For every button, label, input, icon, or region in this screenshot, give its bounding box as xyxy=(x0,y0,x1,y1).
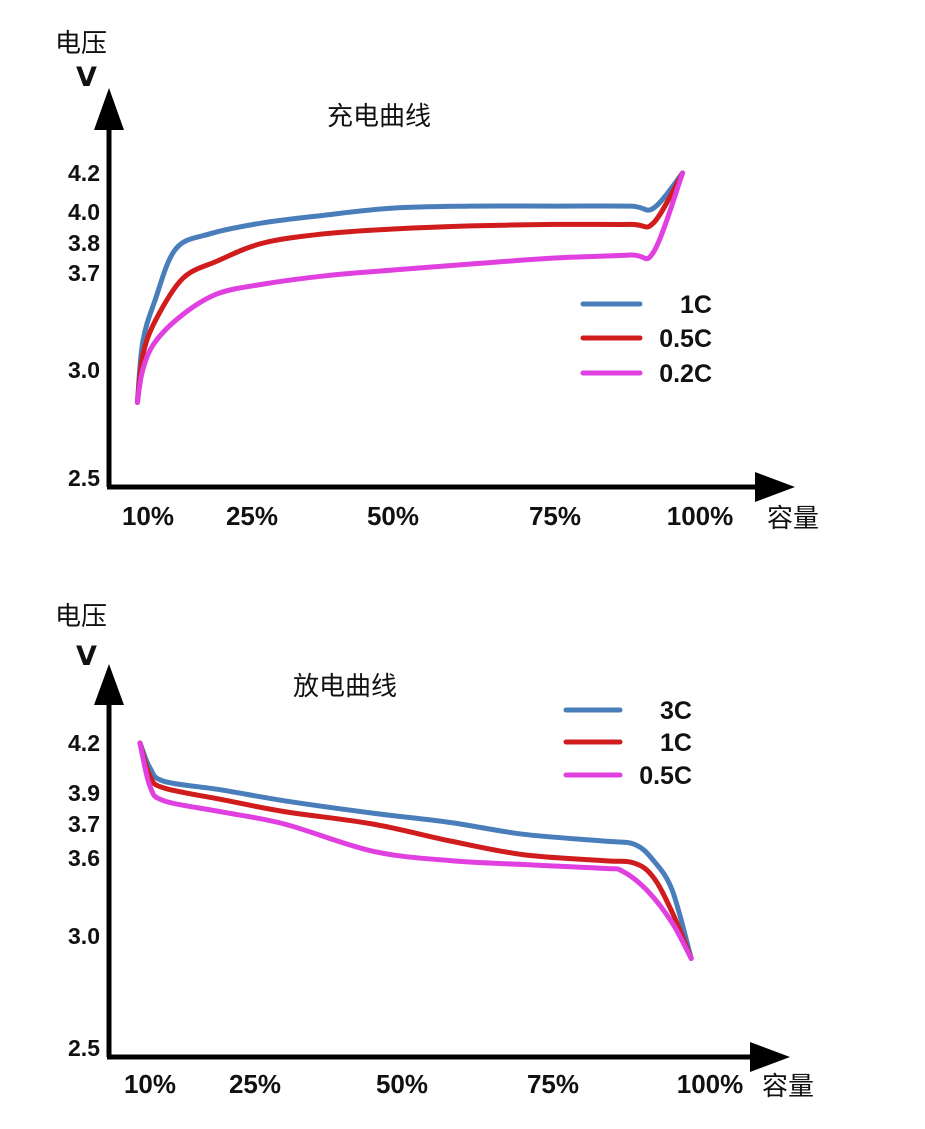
y-tick-labels: 4.2 4.0 3.8 3.7 3.0 2.5 xyxy=(68,160,100,491)
charge-curve-chart: 电压 V 充电曲线 容量 4.2 4.0 3.8 3.7 3.0 2.5 10% 25% 50… xyxy=(55,29,819,534)
x-axis-title: 容量 xyxy=(762,1072,814,1102)
x-tick-label: 25% xyxy=(226,501,278,531)
series-line-3c xyxy=(137,740,694,961)
y-axis-title: 电压 xyxy=(55,602,107,632)
x-tick-label: 75% xyxy=(529,501,581,531)
legend-label: 0.5C xyxy=(639,762,692,790)
series-line-0-2c xyxy=(134,170,686,405)
y-tick-label: 3.0 xyxy=(68,357,100,383)
legend: 1C 0.5C 0.2C xyxy=(580,291,712,388)
legend-label: 1C xyxy=(660,729,692,757)
series-curves xyxy=(137,740,694,961)
legend: 3C 1C 0.5C xyxy=(563,697,692,790)
chart-title: 放电曲线 xyxy=(293,672,397,702)
series-line-0-5c xyxy=(134,170,686,405)
chart-title: 充电曲线 xyxy=(327,102,431,132)
y-tick-label: 2.5 xyxy=(68,1035,100,1061)
series-line-1c xyxy=(134,170,686,405)
y-tick-label: 3.8 xyxy=(68,230,100,256)
y-axis-arrow xyxy=(94,88,124,130)
x-tick-label: 25% xyxy=(229,1069,281,1099)
y-tick-label: 3.0 xyxy=(68,923,100,949)
x-axis-arrow xyxy=(755,472,795,502)
x-tick-label: 50% xyxy=(367,501,419,531)
y-tick-label: 3.7 xyxy=(68,811,100,837)
series-line-0-5c xyxy=(137,740,694,961)
x-axis-arrow xyxy=(750,1042,790,1072)
x-tick-labels: 10% 25% 50% 75% 100% xyxy=(122,501,733,531)
legend-label: 1C xyxy=(680,291,712,319)
x-tick-label: 50% xyxy=(376,1069,428,1099)
y-tick-labels: 4.2 3.9 3.7 3.6 3.0 2.5 xyxy=(68,730,100,1061)
y-tick-label: 4.0 xyxy=(68,199,100,225)
legend-label: 0.2C xyxy=(659,360,712,388)
x-tick-label: 10% xyxy=(124,1069,176,1099)
y-tick-label: 4.2 xyxy=(68,730,100,756)
y-axis-unit: V xyxy=(76,62,97,93)
y-tick-label: 3.6 xyxy=(68,845,100,871)
legend-label: 3C xyxy=(660,697,692,725)
x-axis-title: 容量 xyxy=(767,504,819,534)
y-axis-title: 电压 xyxy=(55,29,107,59)
series-curves xyxy=(134,170,686,405)
legend-label: 0.5C xyxy=(659,325,712,353)
series-line-1c xyxy=(137,740,694,961)
x-tick-labels: 10% 25% 50% 75% 100% xyxy=(124,1069,743,1099)
y-tick-label: 3.7 xyxy=(68,260,100,286)
x-tick-label: 100% xyxy=(667,501,734,531)
x-tick-label: 10% xyxy=(122,501,174,531)
discharge-curve-chart: 电压 V 放电曲线 容量 4.2 3.9 3.7 3.6 3.0 2.5 10% 25% 50… xyxy=(55,602,814,1102)
x-tick-label: 100% xyxy=(677,1069,744,1099)
x-tick-label: 75% xyxy=(527,1069,579,1099)
y-axis-arrow xyxy=(94,664,124,705)
y-tick-label: 4.2 xyxy=(68,160,100,186)
y-axis-unit: V xyxy=(76,641,97,672)
y-tick-label: 2.5 xyxy=(68,465,100,491)
y-tick-label: 3.9 xyxy=(68,780,100,806)
